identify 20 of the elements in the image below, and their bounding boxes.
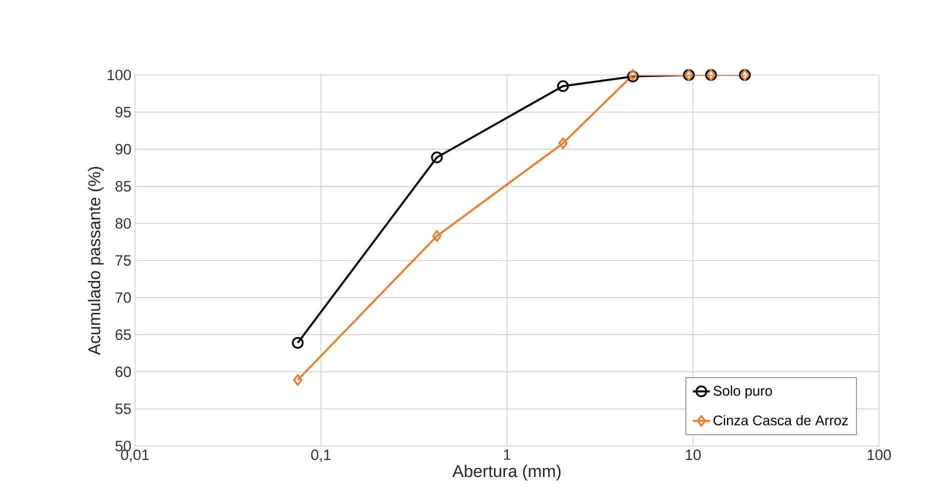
x-tick-label: 1 <box>504 450 510 460</box>
y-tick-label: 65 <box>116 329 131 340</box>
legend-label: Solo puro <box>714 386 772 399</box>
y-tick-label: 90 <box>116 144 131 154</box>
x-axis-title: Abertura (mm) <box>452 464 561 480</box>
y-tick-label: 95 <box>116 106 131 118</box>
x-tick-label: 100 <box>868 450 891 460</box>
y-tick-label: 70 <box>116 292 131 303</box>
x-tick-label: 0,01 <box>121 450 149 462</box>
x-tick-label: 0,1 <box>311 450 331 462</box>
y-tick-label: 85 <box>116 181 131 192</box>
y-axis-title: Acumulado passante (%) <box>88 166 104 356</box>
y-tick-label: 60 <box>116 366 131 378</box>
y-tick-label: 55 <box>115 404 131 414</box>
y-tick-label: 75 <box>116 255 131 266</box>
legend-label: Cinza Casca de Arroz <box>714 415 848 426</box>
y-tick-label: 80 <box>116 218 131 229</box>
x-tick-label: 10 <box>686 450 701 460</box>
y-tick-label: 100 <box>108 70 131 80</box>
y-tick-label: 50 <box>115 440 131 452</box>
